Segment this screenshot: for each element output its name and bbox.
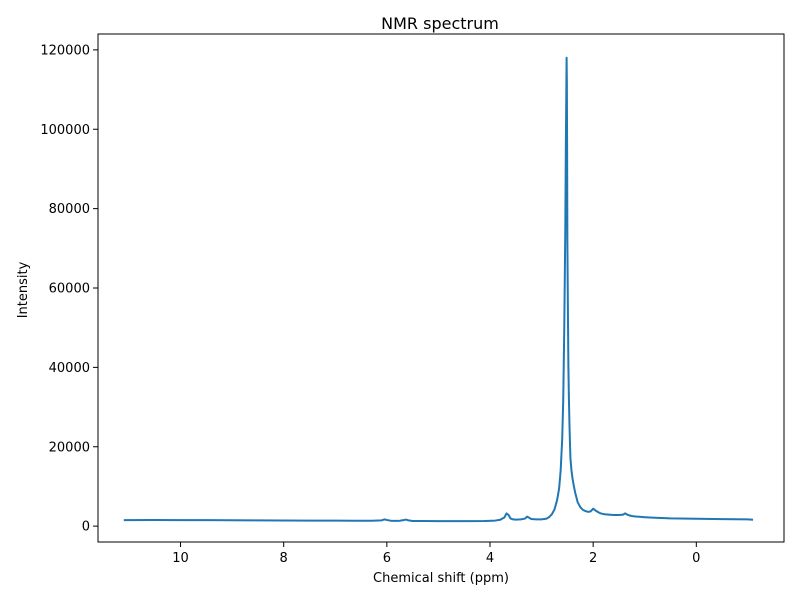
plot-frame [97, 33, 785, 543]
y-tick-label: 20000 [49, 440, 90, 455]
x-tick-label: 10 [172, 551, 189, 566]
y-axis-label: Intensity [16, 261, 31, 318]
x-tick-label: 8 [280, 551, 288, 566]
y-tick-label: 40000 [49, 361, 90, 376]
x-tick-label: 2 [589, 551, 597, 566]
x-tick-label: 6 [383, 551, 391, 566]
spectrum-line-0 [123, 56, 754, 523]
x-axis-label: Chemical shift (ppm) [373, 571, 509, 586]
chart-title: NMR spectrum [381, 14, 499, 33]
x-tick-label: 4 [486, 551, 494, 566]
y-tick-label: 80000 [49, 202, 90, 217]
y-tick-label: 60000 [49, 282, 90, 297]
y-tick-label: 100000 [40, 123, 90, 138]
y-tick-label: 120000 [40, 43, 90, 58]
x-tick-label: 0 [692, 551, 700, 566]
y-tick-label: 0 [82, 520, 90, 535]
